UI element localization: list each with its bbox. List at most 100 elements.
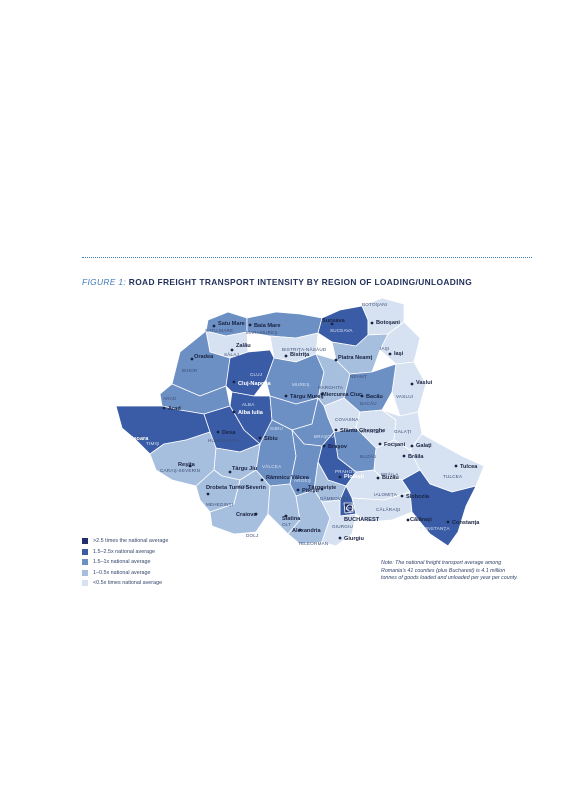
legend-swatch (82, 580, 88, 587)
city-miercurea-ciuc: Miercurea Ciuc (322, 392, 362, 398)
city-targoviste: Târgovişte (308, 485, 336, 491)
county-label-mures: MUREŞ (292, 382, 310, 387)
city-ploiesti: Ploieşti (344, 474, 364, 480)
city-alexandria: Alexandria (292, 528, 321, 534)
county-label-arges: ARGEŞ (294, 478, 311, 483)
county-label-iasi: IAŞI (380, 346, 389, 351)
city-arad: Arad (168, 406, 181, 412)
county-label-suceava: SUCEAVA (330, 328, 353, 333)
map-legend: >2.5 times the national average 1.5–2.5x… (82, 536, 168, 589)
county-label-giurgiu: GIURGIU (332, 524, 353, 529)
legend-label: >2.5 times the national average (93, 538, 169, 545)
map-note: Note: The national freight transport ave… (381, 560, 518, 582)
section-divider (82, 257, 532, 258)
county-label-prahova: PRAHOVA (335, 469, 359, 474)
city-galati: Galaţi (416, 443, 432, 449)
county-label-bihor: BIHOR (182, 368, 198, 373)
county-label-tulcea: TULCEA (443, 474, 463, 479)
city-tulcea: Tulcea (460, 464, 478, 470)
county-label-timis: TIMIŞ (146, 441, 159, 446)
city-drobeta-turnu-severin: Drobeta Turnu Severin (206, 485, 266, 491)
city-slatina: Slatina (282, 516, 301, 522)
county-label-sibiu: SIBIU (270, 426, 283, 431)
legend-item: >2.5 times the national average (82, 536, 168, 547)
city-constanta: Constanţa (452, 520, 480, 526)
county-label-buzau: BUZĂU (360, 453, 377, 459)
county-label-brasov: BRAŞOV (314, 434, 335, 439)
city-satu-mare: Satu Mare (218, 321, 245, 327)
county-label-cluj: CLUJ (250, 372, 262, 377)
county-label-ialomita: IALOMIŢA (374, 492, 398, 497)
county-vaslui (391, 361, 427, 417)
county-label-arad: ARAD (163, 396, 177, 401)
legend-label: 1–0.5x national average (93, 569, 151, 576)
city-slobozia: Slobozia (406, 494, 430, 500)
county-label-mehedinti: MEHEDINŢI (206, 502, 233, 507)
county-label-valcea: VÂLCEA (262, 463, 282, 469)
legend-item: <0.5x times national average (82, 578, 168, 589)
city-calarasi: Călăraşi (410, 517, 432, 523)
county-label-gorj: GORJ (238, 484, 252, 489)
county-label-bistrita-nasaud: BISTRIŢA-NĂSĂUD (282, 346, 327, 352)
legend-label: <0.5x times national average (93, 580, 163, 587)
city-pitesti: Piteşti (302, 488, 319, 494)
county-constanta (401, 469, 477, 547)
county-label-salaj: SĂLAJ (224, 351, 239, 357)
city-braila: Brăila (408, 454, 424, 460)
city-bacau: Bacău (366, 394, 383, 400)
county-label-satu-mare: SATU MARE (205, 328, 233, 333)
county-labels: BOTOŞANI SATU MARE MARAMUREŞ SUCEAVA SĂL… (146, 302, 463, 546)
county-label-covasna: COVASNA (335, 417, 359, 422)
city-targu-jiu: Târgu Jiu (232, 466, 258, 472)
city-resita: Reşiţa (178, 462, 196, 468)
city-brasov: Braşov (328, 444, 348, 450)
city-bucharest: BUCHAREST (344, 517, 380, 523)
county-suceava (317, 305, 369, 347)
county-label-harghita: HARGHITA (318, 385, 344, 390)
city-labels: Satu Mare Baia Mare Suceava Botoşani Zal… (122, 318, 480, 542)
county-label-hunedoara: HUNEDOARA (208, 438, 240, 443)
city-iasi: Iaşi (394, 351, 404, 357)
city-botosani: Botoşani (376, 320, 400, 326)
county-label-dambovita: DÂMBOVIŢA (320, 495, 350, 501)
city-bistrita: Bistriţa (290, 352, 310, 358)
city-alba-iulia: Alba Iulia (238, 410, 264, 416)
county-label-teleorman: TELEORMAN (298, 541, 328, 546)
city-oradea: Oradea (194, 354, 214, 360)
city-craiova: Craiova (236, 512, 257, 518)
county-label-maramures: MARAMUREŞ (246, 330, 278, 335)
legend-item: 1.5–1x national average (82, 557, 168, 568)
legend-label: 1.5–2.5x national average (93, 548, 156, 555)
legend-swatch (82, 559, 88, 566)
city-vaslui: Vaslui (416, 380, 433, 386)
city-suceava: Suceava (322, 318, 346, 324)
county-label-vrancea: VRANCEA (360, 429, 384, 434)
county-label-constanta: CONSTANŢA (420, 526, 451, 531)
legend-swatch (82, 548, 88, 555)
city-baia-mare: Baia Mare (254, 323, 280, 329)
county-label-caras-severin: CARAŞ-SEVERIN (160, 468, 200, 473)
city-focsani: Focşani (384, 442, 406, 448)
city-zalau: Zalău (236, 343, 251, 349)
city-cluj-napoca: Cluj-Napoca (238, 381, 272, 387)
city-deva: Deva (222, 430, 236, 436)
bucharest-marker (346, 504, 354, 512)
city-giurgiu: Giurgiu (344, 536, 364, 542)
city-ramnicu-valcea: Râmnicu Vâlcea (266, 475, 310, 481)
city-markers (138, 321, 458, 540)
city-piatra-neamt: Piatra Neamţ (338, 355, 372, 361)
county-label-braila: BRĂILA (381, 471, 399, 477)
city-timisoara: Timişoara (122, 436, 149, 442)
legend-item: 1–0.5x national average (82, 568, 168, 579)
figure-title: FIGURE 1: ROAD FREIGHT TRANSPORT INTENSI… (82, 277, 472, 287)
county-label-galati: GALAŢI (394, 429, 412, 434)
city-targu-mures: Târgu Mureş (290, 394, 324, 400)
figure-number: FIGURE 1: (82, 277, 127, 287)
county-label-ilfov: ILFOV (344, 506, 359, 511)
legend-swatch (82, 569, 88, 576)
city-sibiu: Sibiu (264, 436, 278, 442)
legend-item: 1.5–2.5x national average (82, 547, 168, 558)
county-bucharest (343, 502, 354, 514)
city-buzau: Buzău (382, 475, 399, 481)
